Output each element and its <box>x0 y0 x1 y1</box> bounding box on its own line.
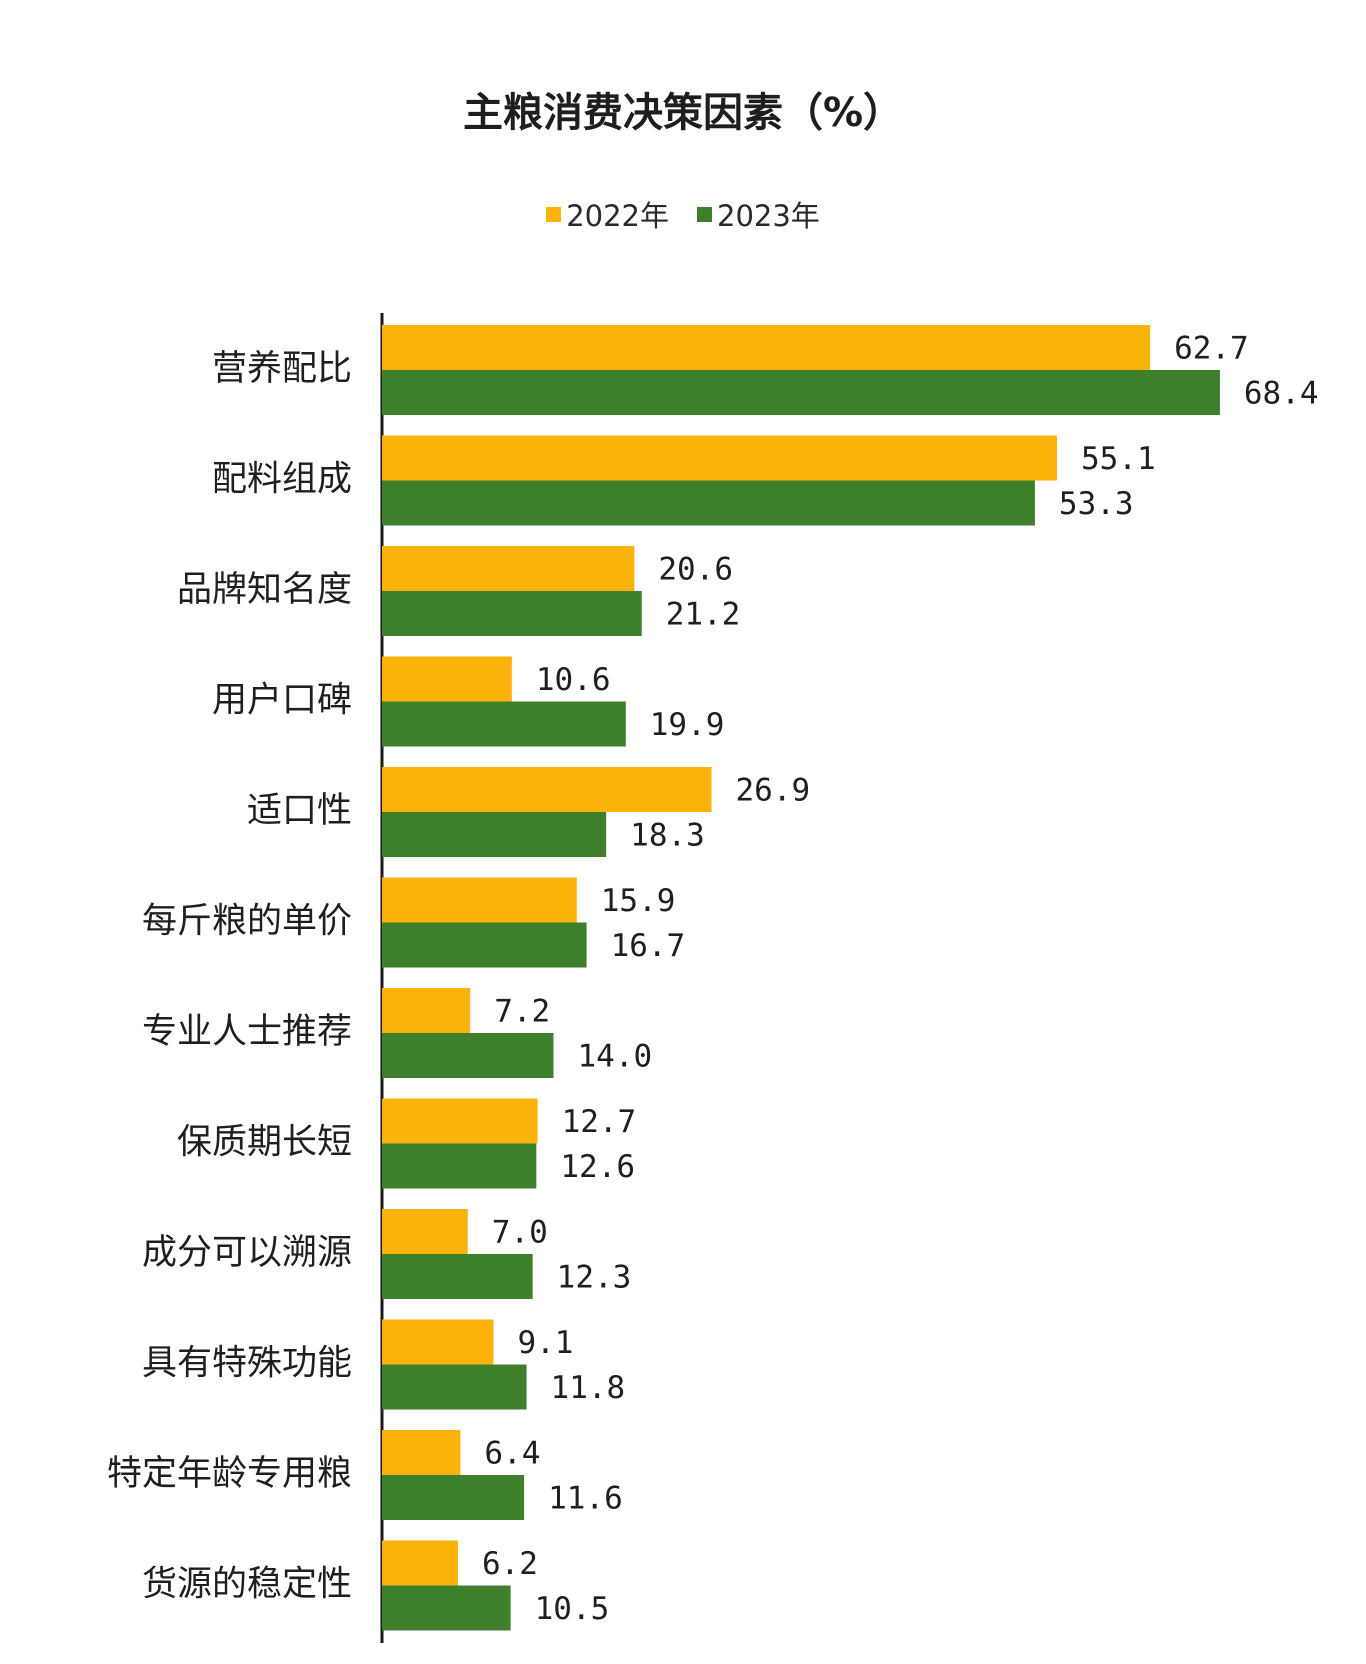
bar-2023 <box>382 480 1035 526</box>
legend-swatch-2022 <box>546 206 562 222</box>
category-label: 适口性 <box>247 791 352 831</box>
category-label: 成分可以溯源 <box>142 1233 352 1273</box>
bar-2023 <box>382 1475 525 1520</box>
category-label: 用户口碑 <box>212 681 352 721</box>
legend-swatch-2023 <box>697 206 712 222</box>
value-label: 11.6 <box>548 1481 623 1517</box>
value-label: 16.7 <box>611 928 686 964</box>
category-label: 品牌知名度 <box>177 570 352 610</box>
bar-2022 <box>382 656 512 702</box>
bar-2022 <box>382 877 577 923</box>
bar-2023 <box>382 1254 533 1299</box>
bar-2023 <box>382 812 607 857</box>
value-label: 12.7 <box>562 1104 637 1140</box>
value-label: 62.7 <box>1174 331 1249 367</box>
bar-2023 <box>382 370 1220 415</box>
bar-2022 <box>382 546 635 591</box>
bar-2022 <box>382 325 1151 370</box>
bar-2023 <box>382 701 626 747</box>
bar-2022 <box>382 1209 468 1254</box>
bar-2023 <box>382 1033 554 1078</box>
legend-item-2023: 2023年 <box>697 193 820 235</box>
category-label: 保质期长短 <box>177 1123 352 1163</box>
value-label: 7.2 <box>494 994 550 1030</box>
bar-2022 <box>382 767 712 812</box>
value-label: 18.3 <box>630 818 705 854</box>
legend: 2022年 2023年 <box>0 193 1366 235</box>
category-label: 配料组成 <box>212 460 352 500</box>
bar-2023 <box>382 922 587 968</box>
category-label: 具有特殊功能 <box>142 1344 352 1384</box>
value-label: 10.6 <box>536 662 611 698</box>
value-label: 21.2 <box>666 597 741 633</box>
value-label: 6.4 <box>484 1436 540 1472</box>
value-label: 15.9 <box>601 883 676 919</box>
bar-2022 <box>382 1540 458 1586</box>
category-label: 每斤粮的单价 <box>142 902 352 942</box>
legend-label-2022: 2022年 <box>566 199 669 233</box>
bar-2023 <box>382 1585 511 1631</box>
bar-2022 <box>382 988 471 1033</box>
bar-2023 <box>382 591 642 636</box>
bar-2023 <box>382 1143 537 1189</box>
legend-item-2022: 2022年 <box>546 193 669 235</box>
value-label: 12.3 <box>557 1260 632 1296</box>
category-label: 货源的稳定性 <box>142 1565 352 1605</box>
value-label: 6.2 <box>482 1546 538 1582</box>
bar-2022 <box>382 1319 494 1365</box>
bar-2022 <box>382 1430 461 1475</box>
bar-2022 <box>382 1098 538 1144</box>
value-label: 11.8 <box>551 1370 626 1406</box>
value-label: 53.3 <box>1059 486 1134 522</box>
value-label: 14.0 <box>578 1039 653 1075</box>
category-label: 特定年龄专用粮 <box>107 1454 352 1494</box>
value-label: 12.6 <box>560 1149 635 1185</box>
value-label: 19.9 <box>650 707 725 743</box>
value-label: 10.5 <box>535 1591 610 1627</box>
value-label: 55.1 <box>1081 441 1156 477</box>
bar-2023 <box>382 1364 527 1410</box>
value-label: 68.4 <box>1244 376 1319 412</box>
value-label: 7.0 <box>492 1215 548 1251</box>
value-label: 26.9 <box>736 773 811 809</box>
chart-title: 主粮消费决策因素（%） <box>462 90 904 136</box>
category-label: 专业人士推荐 <box>142 1012 352 1052</box>
value-label: 20.6 <box>658 552 733 588</box>
value-label: 9.1 <box>517 1325 573 1361</box>
category-label: 营养配比 <box>212 349 352 389</box>
legend-label-2023: 2023年 <box>717 199 820 233</box>
bar-2022 <box>382 435 1057 481</box>
